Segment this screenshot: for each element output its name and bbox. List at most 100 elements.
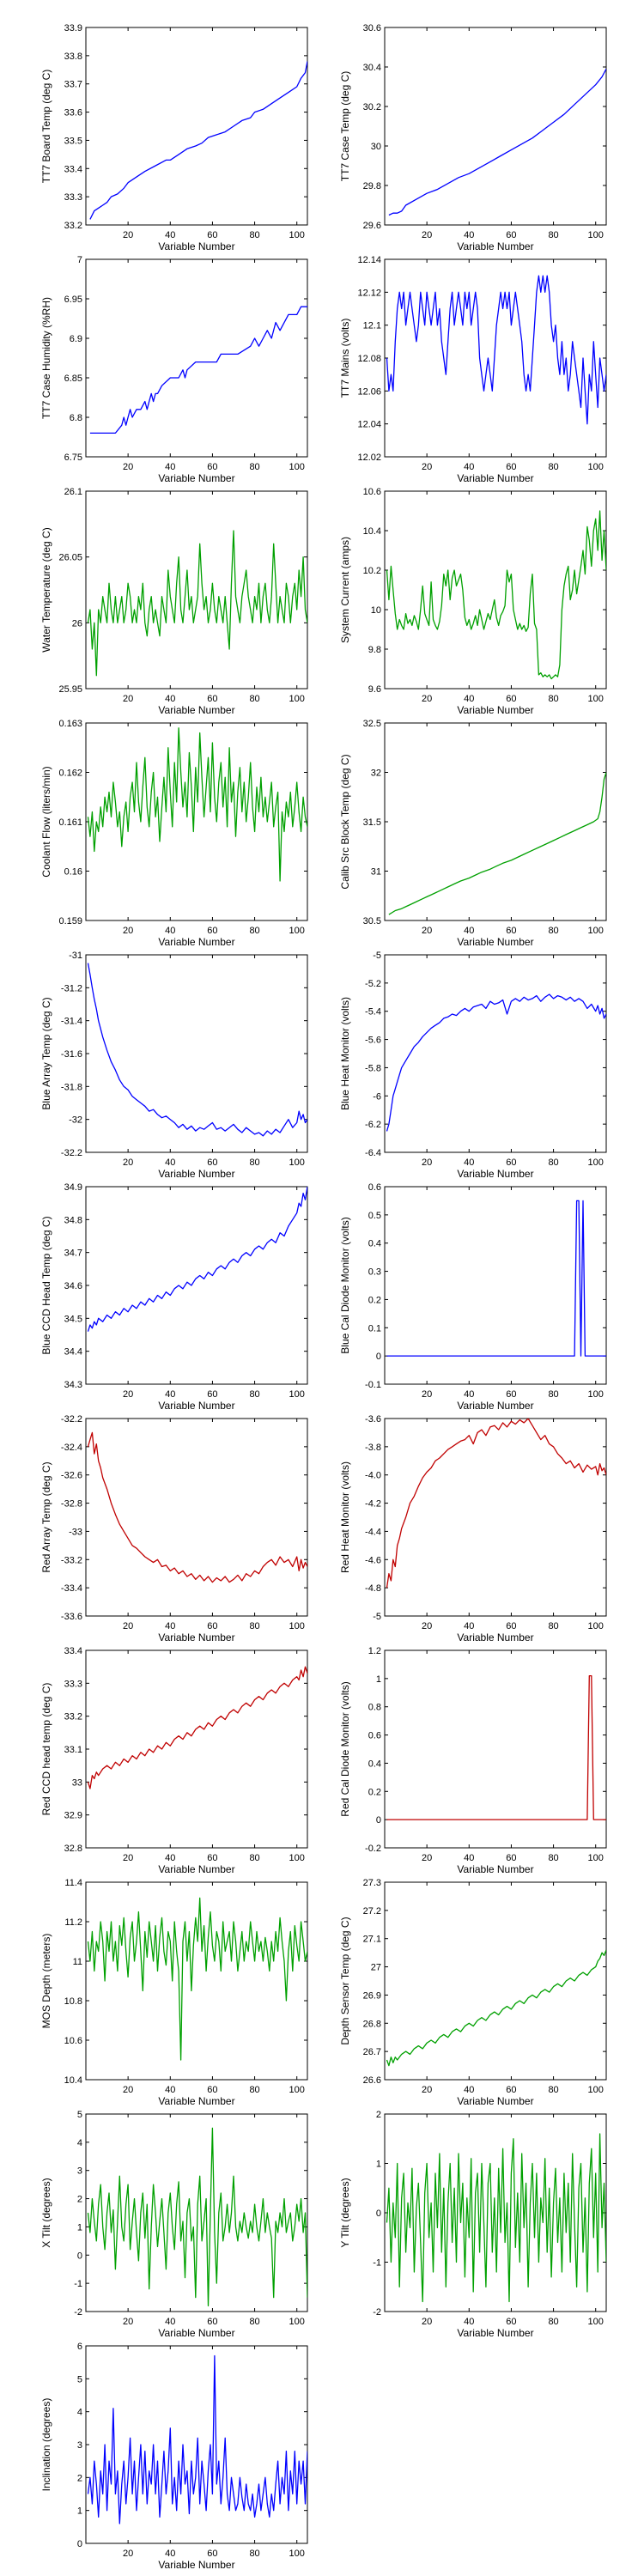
y-tick-label: 33.6	[64, 108, 82, 118]
axes-frame	[85, 27, 308, 226]
y-tick-label: 33	[72, 1777, 82, 1788]
y-tick-label: 32.9	[64, 1811, 82, 1821]
series-line	[87, 2354, 307, 2524]
x-axis-label: Variable Number	[158, 2559, 234, 2571]
series-line	[388, 68, 606, 216]
x-tick-label: 80	[249, 462, 259, 472]
chart-panel-19: 20 40 60 80 100 -2 -1 0 1 2 3 4 5 Variable Number X Ti…	[40, 2110, 308, 2339]
y-tick-label: 33.9	[64, 23, 82, 33]
x-tick-label: 40	[165, 926, 175, 936]
x-tick-label: 20	[123, 1157, 133, 1168]
x-tick-label: 60	[207, 1853, 217, 1863]
x-tick-label: 60	[506, 230, 516, 240]
y-tick-label: 7	[77, 255, 82, 265]
y-tick-label: 32	[371, 769, 381, 779]
y-tick-label: -5.2	[365, 979, 381, 989]
y-tick-label: 4	[77, 2138, 82, 2148]
y-tick-label: 0.2	[368, 1295, 381, 1305]
series-line	[89, 306, 307, 434]
y-tick-label: 3	[77, 2166, 82, 2177]
x-tick-label: 80	[548, 230, 558, 240]
chart-panel-14: 20 40 60 80 100 -5 -4.8 -4.6 -4.4 -4.2 -4.0 -3.8 -3.…	[339, 1414, 607, 1643]
x-axis-label: Variable Number	[457, 1400, 533, 1412]
axes-frame	[85, 258, 308, 458]
y-tick-label: -32.8	[61, 1499, 82, 1510]
chart-panel-10: 20 40 60 80 100 -6.4 -6.2 -6 -5.8 -5.6 -5.4 -5.2 -5 V…	[339, 951, 607, 1180]
x-tick-label: 40	[464, 230, 474, 240]
x-tick-label: 40	[464, 462, 474, 472]
y-tick-label: 33.3	[64, 192, 82, 203]
x-axis-label: Variable Number	[457, 1863, 533, 1875]
y-tick-label: 33.3	[64, 1679, 82, 1689]
x-axis-label: Variable Number	[457, 240, 533, 252]
y-tick-label: 34.5	[64, 1314, 82, 1324]
y-tick-label: 12.08	[357, 354, 381, 364]
axes-frame	[384, 1881, 607, 2081]
x-tick-label: 80	[249, 2549, 259, 2559]
x-tick-label: 80	[249, 2317, 259, 2327]
y-tick-label: 33.4	[64, 164, 82, 174]
chart-panel-20: 20 40 60 80 100 -2 -1 0 1 2 Variable Number Y Tilt …	[339, 2110, 607, 2339]
y-tick-label: -32.4	[61, 1443, 82, 1453]
chart-panel-18: 20 40 60 80 100 26.6 26.7 26.8 26.9 27 27.1 27.2 27.…	[339, 1878, 607, 2107]
y-tick-label: 32.8	[64, 1844, 82, 1854]
x-tick-label: 60	[506, 926, 516, 936]
x-tick-label: 40	[165, 230, 175, 240]
y-axis-label: TT7 Board Temp (deg C)	[40, 70, 52, 184]
y-tick-label: -6	[373, 1091, 381, 1102]
y-axis-label: Y Tilt (degrees)	[339, 2178, 351, 2247]
y-tick-label: 0.5	[368, 1211, 381, 1221]
x-tick-label: 40	[165, 462, 175, 472]
axes-frame	[85, 954, 308, 1153]
x-tick-label: 60	[506, 1621, 516, 1631]
x-tick-label: 20	[422, 1853, 432, 1863]
y-tick-label: -5	[373, 951, 381, 961]
y-tick-label: 5	[77, 2374, 82, 2385]
x-tick-label: 100	[289, 230, 305, 240]
y-tick-label: -1	[373, 2258, 381, 2269]
series-line	[87, 1187, 307, 1332]
y-tick-label: -31.4	[61, 1017, 82, 1027]
y-tick-label: -6.2	[365, 1120, 381, 1130]
y-tick-label: 26.05	[58, 553, 82, 563]
y-tick-label: -33.4	[61, 1583, 82, 1594]
y-tick-label: -3.6	[365, 1414, 381, 1425]
axes-frame	[384, 2113, 607, 2312]
x-tick-label: 20	[123, 926, 133, 936]
x-tick-label: 80	[548, 926, 558, 936]
y-tick-label: 0.4	[368, 1239, 381, 1249]
series-line	[386, 993, 606, 1132]
series-line	[87, 1897, 307, 2061]
y-tick-label: 1	[376, 2160, 381, 2170]
chart-panel-8: 20 40 60 80 100 30.5 31 31.5 32 32.5 Variable Numb…	[339, 719, 607, 948]
chart-panel-9: 20 40 60 80 100 -32.2 -32 -31.8 -31.6 -31.4 -31.2 -…	[40, 951, 308, 1180]
chart-panel-2: 20 40 60 80 100 29.6 29.8 30 30.2 30.4 30.6 Variabl…	[339, 23, 607, 252]
y-axis-label: Calib Src Block Temp (deg C)	[339, 754, 351, 889]
y-axis-label: Coolant Flow (liters/min)	[40, 766, 52, 877]
y-tick-label: 12.04	[357, 420, 381, 430]
chart-panel-12: 20 40 60 80 100 -0.1 0 0.1 0.2 0.3 0.4 0.5 0.6 Variab…	[339, 1182, 607, 1412]
y-axis-label: Blue CCD Head Temp (deg C)	[40, 1216, 52, 1354]
x-tick-label: 80	[548, 1157, 558, 1168]
y-tick-label: -0.1	[365, 1380, 381, 1390]
y-axis-label: Blue Heat Monitor (volts)	[339, 997, 351, 1110]
x-tick-label: 20	[123, 694, 133, 704]
x-tick-label: 40	[165, 2549, 175, 2559]
y-tick-label: 0	[77, 2251, 82, 2261]
y-tick-label: -31.2	[61, 983, 82, 993]
y-axis-label: Blue Cal Diode Monitor (volts)	[339, 1217, 351, 1353]
axes-frame	[384, 27, 607, 226]
y-tick-label: -32.2	[61, 1414, 82, 1425]
x-axis-label: Variable Number	[158, 1400, 234, 1412]
series-line	[89, 61, 307, 220]
axes-frame	[85, 1881, 308, 2081]
x-tick-label: 60	[207, 2317, 217, 2327]
y-tick-label: 11	[73, 1957, 82, 1967]
x-tick-label: 20	[422, 1621, 432, 1631]
y-tick-label: -6.4	[365, 1148, 381, 1158]
y-tick-label: -32.2	[61, 1148, 82, 1158]
y-tick-label: 27.2	[363, 1906, 381, 1917]
x-tick-label: 80	[249, 694, 259, 704]
y-tick-label: 1	[77, 2506, 82, 2517]
axes-frame	[85, 1649, 308, 1849]
